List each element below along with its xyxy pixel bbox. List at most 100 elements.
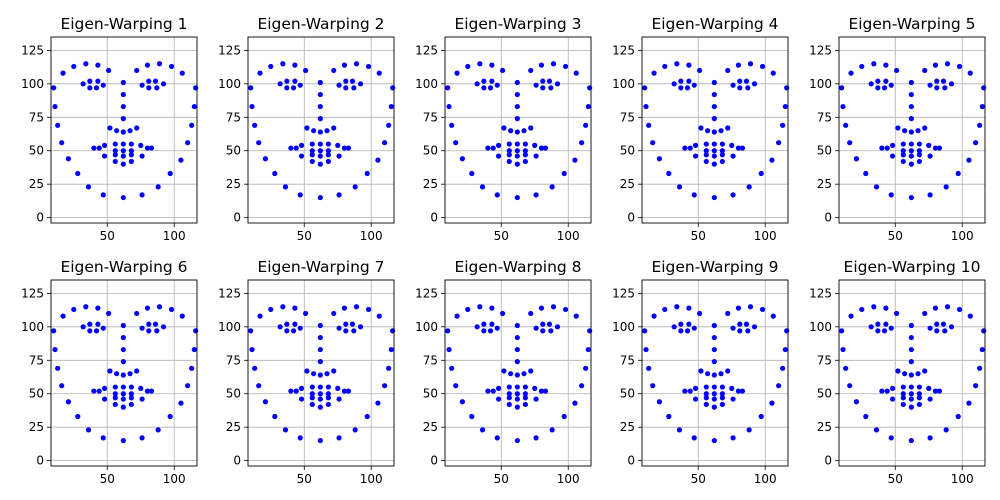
data-point xyxy=(120,129,126,135)
data-point xyxy=(548,85,554,91)
data-point xyxy=(252,122,258,128)
data-point xyxy=(671,324,677,330)
data-point xyxy=(514,396,520,402)
data-point xyxy=(533,82,539,88)
data-point xyxy=(922,368,928,374)
x-tick-label: 50 xyxy=(691,472,706,486)
data-point xyxy=(573,313,579,319)
data-point xyxy=(711,372,717,378)
data-point xyxy=(501,368,507,374)
data-point xyxy=(120,396,126,402)
data-point xyxy=(298,396,305,402)
data-point xyxy=(936,145,943,151)
data-point xyxy=(711,194,717,201)
data-point xyxy=(341,145,348,151)
data-point xyxy=(853,399,860,405)
subplot-1: 50 100 0 25 50 75 100 125 Eigen-Warping 1 xyxy=(21,15,199,243)
data-point xyxy=(562,306,569,313)
data-point xyxy=(75,413,81,420)
data-point xyxy=(908,141,914,147)
data-point xyxy=(325,391,331,397)
data-point xyxy=(139,396,145,402)
data-point xyxy=(662,306,668,313)
data-point xyxy=(479,427,486,433)
data-point xyxy=(730,435,736,441)
data-point xyxy=(262,156,269,162)
data-point xyxy=(981,328,987,334)
subplot-3: 50 100 0 25 50 75 100 125 Eigen-Warping 3 xyxy=(415,15,593,243)
data-point xyxy=(357,324,364,330)
data-point xyxy=(112,384,118,390)
data-point xyxy=(325,384,331,390)
y-tick-label: 125 xyxy=(21,286,44,300)
y-tick-label: 125 xyxy=(218,286,241,300)
data-point xyxy=(345,388,352,394)
data-point xyxy=(932,62,939,68)
data-point xyxy=(101,385,108,391)
y-tick-label: 75 xyxy=(423,110,438,124)
data-point xyxy=(737,328,743,334)
data-point xyxy=(746,427,752,433)
data-point xyxy=(684,328,691,334)
data-point xyxy=(514,322,520,329)
data-point xyxy=(908,359,914,365)
subplot-title: Eigen-Warping 3 xyxy=(454,15,581,33)
data-point xyxy=(80,324,86,330)
data-point xyxy=(542,145,549,151)
data-point xyxy=(711,404,717,410)
data-point xyxy=(737,321,743,327)
y-tick-label: 100 xyxy=(612,77,635,91)
data-point xyxy=(134,368,140,374)
data-point xyxy=(375,400,381,406)
data-point xyxy=(696,310,703,317)
y-tick-label: 50 xyxy=(817,387,832,401)
data-point xyxy=(922,310,928,317)
data-point xyxy=(902,371,908,377)
data-point xyxy=(743,78,750,84)
data-point xyxy=(120,359,126,365)
data-point xyxy=(656,399,663,405)
data-point xyxy=(735,388,742,394)
data-point xyxy=(948,324,955,330)
y-tick-label: 25 xyxy=(226,420,241,434)
data-point xyxy=(146,328,152,334)
data-point xyxy=(853,156,860,162)
data-point xyxy=(280,304,286,310)
data-point xyxy=(489,305,495,311)
y-tick-label: 125 xyxy=(612,43,635,57)
data-point xyxy=(292,321,298,327)
data-point xyxy=(719,141,725,147)
data-point xyxy=(687,145,693,151)
data-point xyxy=(101,396,108,402)
data-point xyxy=(893,67,900,74)
data-point xyxy=(745,85,751,91)
data-point xyxy=(900,141,906,147)
data-point xyxy=(927,396,933,402)
data-point xyxy=(674,304,680,310)
data-point xyxy=(900,395,906,401)
data-point xyxy=(908,116,914,122)
data-point xyxy=(489,78,495,84)
data-point xyxy=(730,82,736,88)
data-point xyxy=(883,62,889,68)
data-point xyxy=(364,413,370,420)
x-tick-label: 50 xyxy=(100,472,115,486)
data-point xyxy=(532,142,538,148)
data-point xyxy=(739,388,746,394)
data-point xyxy=(95,78,101,84)
data-point xyxy=(100,435,106,441)
data-point xyxy=(309,141,315,147)
data-point xyxy=(494,435,500,441)
data-point xyxy=(120,79,126,86)
data-point xyxy=(583,122,589,128)
data-point xyxy=(691,192,697,198)
data-point xyxy=(538,388,545,394)
data-point xyxy=(96,388,102,394)
data-point xyxy=(87,321,93,327)
data-point xyxy=(895,125,901,131)
data-point xyxy=(100,325,106,331)
data-point xyxy=(160,81,167,87)
y-tick-label: 125 xyxy=(415,43,438,57)
data-point xyxy=(719,384,725,390)
data-point xyxy=(390,328,396,334)
